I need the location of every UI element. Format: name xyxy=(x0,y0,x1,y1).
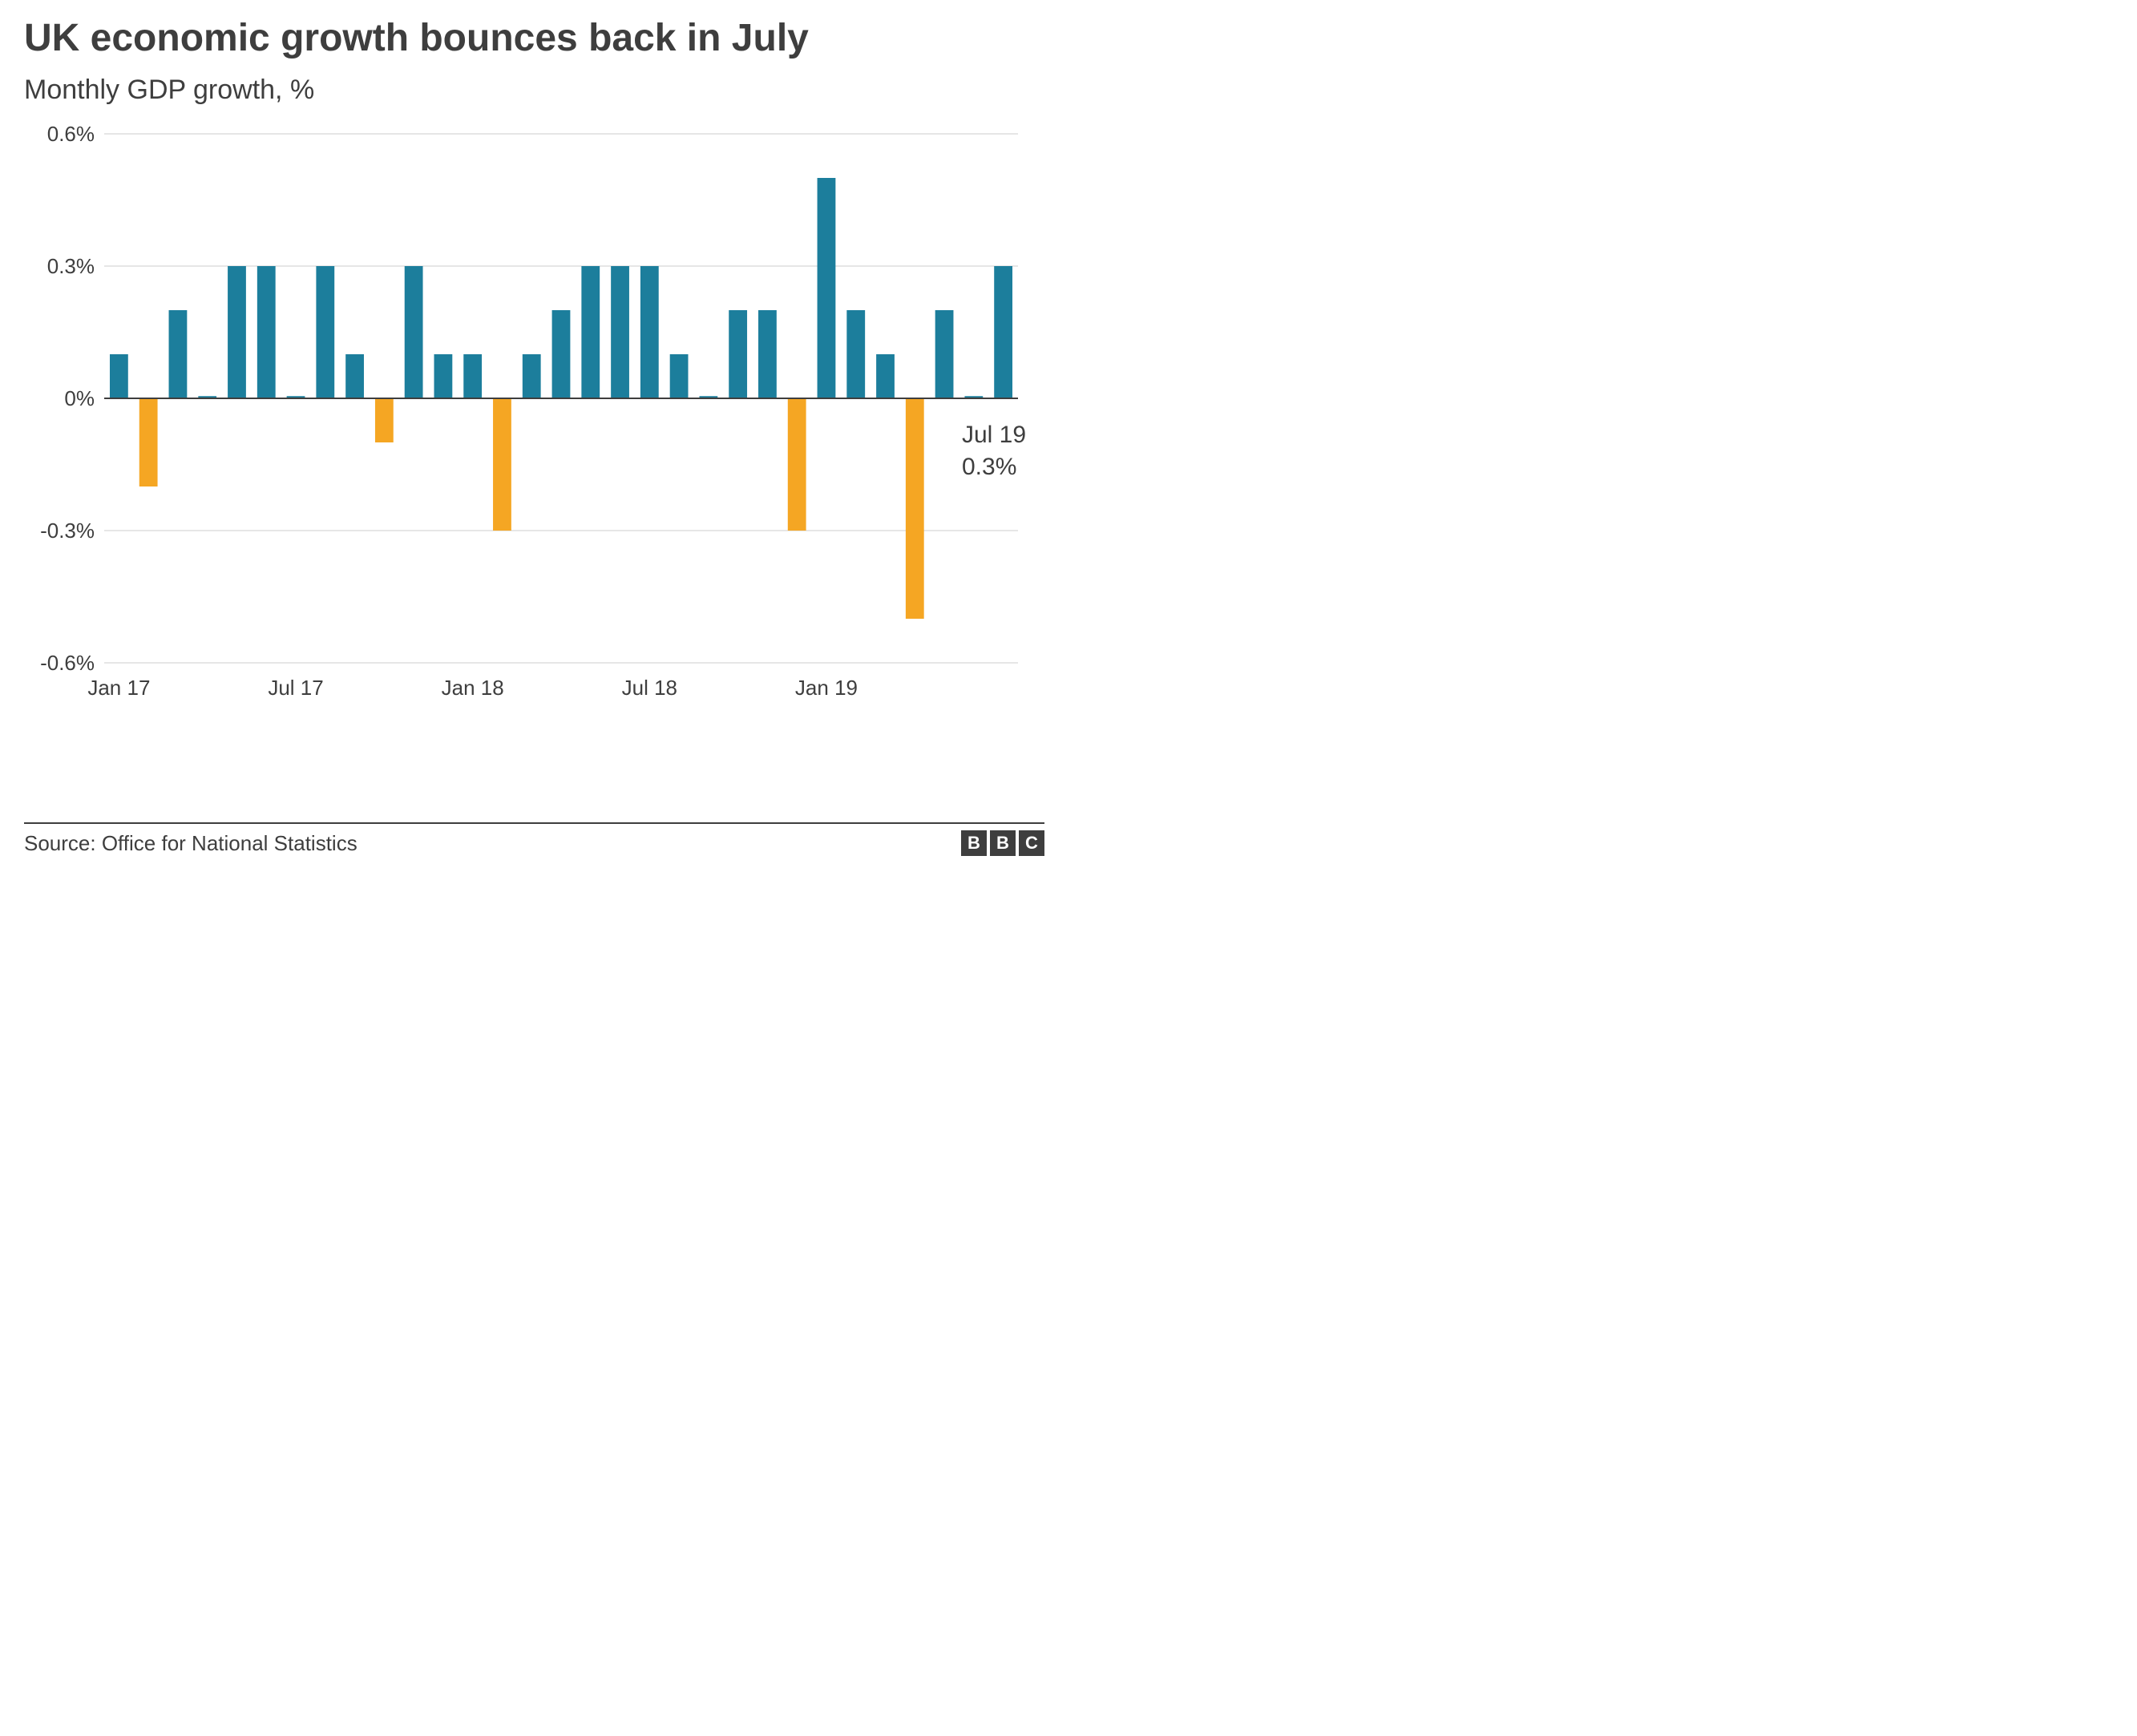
bar-positive xyxy=(228,266,246,398)
svg-text:0.3%: 0.3% xyxy=(47,254,95,278)
bar-negative xyxy=(906,398,924,619)
bar-negative xyxy=(139,398,158,486)
bar-negative xyxy=(493,398,511,531)
bar-positive xyxy=(345,354,364,398)
bar-positive xyxy=(434,354,453,398)
bar-positive xyxy=(169,310,188,398)
svg-text:Jul 19: Jul 19 xyxy=(962,422,1026,448)
bar-negative xyxy=(375,398,394,442)
chart-container: UK economic growth bounces back in July … xyxy=(0,0,1068,868)
chart-title: UK economic growth bounces back in July xyxy=(24,16,1044,60)
chart-footer: Source: Office for National Statistics B… xyxy=(24,822,1044,856)
bar-positive xyxy=(935,310,954,398)
bar-positive xyxy=(994,266,1012,398)
bbc-logo-letter: C xyxy=(1019,830,1044,856)
bar-positive xyxy=(405,266,423,398)
chart-area: -0.6% -0.3% 0% 0.3% 0.6% Jan 17 Jul 17 Jan 18 Ju… xyxy=(24,126,1044,822)
bbc-logo-letter: B xyxy=(961,830,987,856)
bar-positive xyxy=(818,178,836,398)
bbc-logo: B B C xyxy=(961,830,1044,856)
svg-text:Jan 19: Jan 19 xyxy=(795,676,858,700)
svg-text:Jul 17: Jul 17 xyxy=(268,676,323,700)
bar-chart-svg: -0.6% -0.3% 0% 0.3% 0.6% Jan 17 Jul 17 Jan 18 Ju… xyxy=(24,126,1042,711)
bar-positive xyxy=(611,266,629,398)
bar-positive xyxy=(110,354,128,398)
svg-text:Jan 18: Jan 18 xyxy=(442,676,504,700)
bar-negative xyxy=(788,398,806,531)
source-text: Source: Office for National Statistics xyxy=(24,831,358,856)
svg-text:0.3%: 0.3% xyxy=(962,454,1016,480)
chart-subtitle: Monthly GDP growth, % xyxy=(24,75,1044,106)
bar-positive xyxy=(463,354,482,398)
bar-positive xyxy=(758,310,777,398)
bar-positive xyxy=(640,266,659,398)
svg-text:Jan 17: Jan 17 xyxy=(87,676,150,700)
bar-positive xyxy=(257,266,276,398)
bar-positive xyxy=(523,354,541,398)
bar-positive xyxy=(552,310,571,398)
bar-positive xyxy=(729,310,747,398)
svg-text:0%: 0% xyxy=(64,386,95,410)
svg-text:Jul 18: Jul 18 xyxy=(622,676,677,700)
bar-positive xyxy=(876,354,895,398)
bar-positive xyxy=(670,354,689,398)
bbc-logo-letter: B xyxy=(990,830,1016,856)
bar-positive xyxy=(316,266,334,398)
svg-text:-0.3%: -0.3% xyxy=(40,519,95,543)
bar-positive xyxy=(581,266,600,398)
bar-positive xyxy=(846,310,865,398)
svg-text:0.6%: 0.6% xyxy=(47,126,95,146)
svg-text:-0.6%: -0.6% xyxy=(40,651,95,675)
